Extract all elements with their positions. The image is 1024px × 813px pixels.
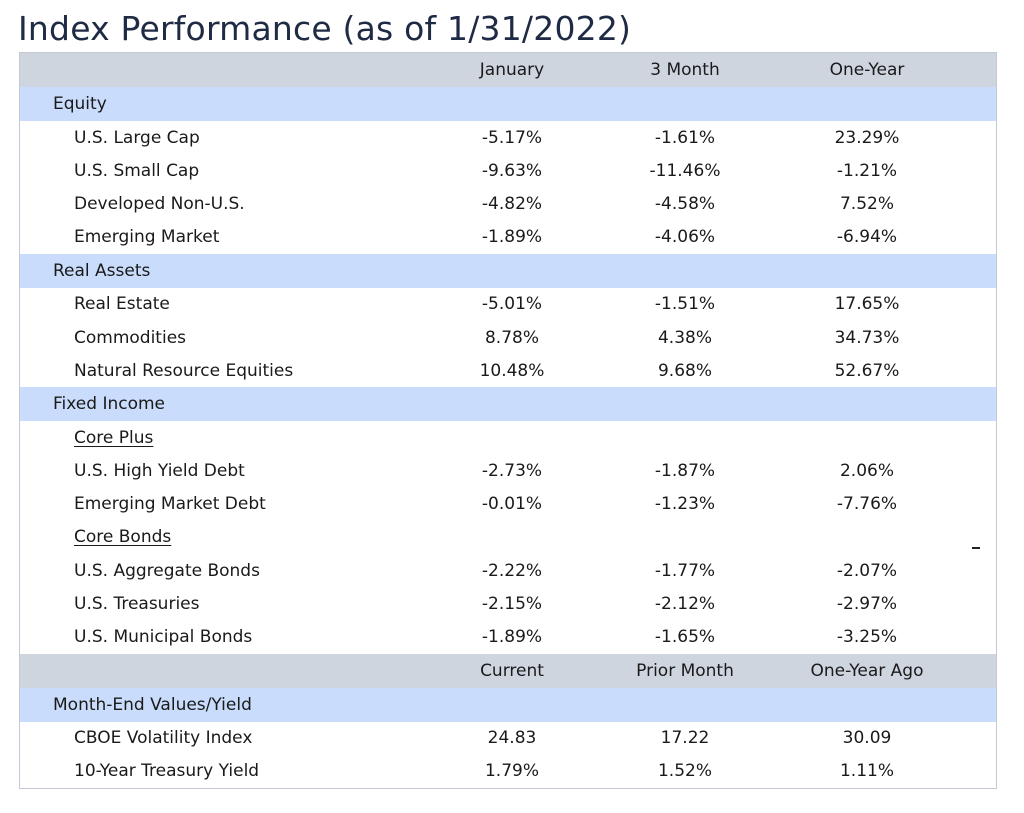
value-3-month: -2.12% [654, 593, 716, 614]
subsection-label: Core Plus [74, 427, 154, 448]
table-row: Developed Non-U.S. -4.82% -4.58% 7.52% [20, 187, 996, 221]
value-3-month: 4.38% [657, 327, 712, 348]
table-row: 10-Year Treasury Yield 1.79% 1.52% 1.11% [20, 754, 996, 788]
value-one-year: -6.94% [836, 227, 898, 248]
row-label: Real Estate [74, 294, 170, 315]
value-3-month: -4.58% [654, 193, 716, 214]
table-row: U.S. Municipal Bonds -1.89% -1.65% -3.25… [20, 620, 996, 654]
section-label: Equity [53, 94, 107, 114]
value-one-year-ago: 1.11% [839, 761, 894, 782]
table-row: Real Estate -5.01% -1.51% 17.65% [20, 287, 996, 321]
row-label: CBOE Volatility Index [74, 728, 253, 749]
value-current: 24.83 [487, 728, 537, 749]
value-one-year: 7.52% [839, 193, 894, 214]
value-one-year: -1.21% [836, 160, 898, 181]
value-current: 1.79% [484, 761, 539, 782]
value-january: -9.63% [481, 160, 543, 181]
value-one-year: 34.73% [834, 327, 900, 348]
row-label: U.S. Municipal Bonds [74, 627, 253, 648]
table-row: Emerging Market -1.89% -4.06% -6.94% [20, 220, 996, 254]
value-3-month: -11.46% [649, 160, 721, 181]
section-label: Fixed Income [53, 394, 166, 415]
column-header-row-values: Current Prior Month One-Year Ago [20, 653, 996, 688]
row-label: U.S. Treasuries [74, 593, 200, 614]
value-3-month: -1.87% [654, 461, 716, 482]
value-one-year-ago: 30.09 [842, 728, 892, 749]
section-fixed-income: Fixed Income [20, 387, 996, 422]
column-header-3-month: 3 Month [650, 60, 720, 80]
row-label: Commodities [74, 327, 187, 348]
value-3-month: 9.68% [657, 360, 712, 381]
table-row: U.S. Treasuries -2.15% -2.12% -2.97% [20, 587, 996, 621]
stray-dash-mark [972, 547, 980, 549]
value-one-year: -2.07% [836, 560, 898, 581]
table-row: Commodities 8.78% 4.38% 34.73% [20, 320, 996, 355]
performance-table: January 3 Month One-Year Equity U.S. Lar… [19, 52, 997, 789]
table-row: U.S. High Yield Debt -2.73% -1.87% 2.06% [20, 454, 996, 488]
value-january: 10.48% [479, 360, 545, 381]
section-equity: Equity [20, 87, 996, 121]
page-title: Index Performance (as of 1/31/2022) [18, 9, 632, 48]
value-january: 8.78% [484, 327, 539, 348]
value-3-month: -1.51% [654, 294, 716, 315]
value-one-year: -3.25% [836, 627, 898, 648]
subsection-core-plus: Core Plus [20, 421, 996, 455]
value-january: -2.73% [481, 461, 543, 482]
section-real-assets: Real Assets [20, 253, 996, 288]
row-label: U.S. Small Cap [74, 160, 200, 181]
table-row: Natural Resource Equities 10.48% 9.68% 5… [20, 354, 996, 388]
table-row: U.S. Aggregate Bonds -2.22% -1.77% -2.07… [20, 554, 996, 588]
column-header-prior-month: Prior Month [636, 660, 734, 681]
value-3-month: -1.23% [654, 494, 716, 515]
row-label: Emerging Market [74, 227, 220, 248]
value-january: -5.01% [481, 294, 543, 315]
column-header-current: Current [480, 660, 544, 681]
value-prior-month: 1.52% [657, 761, 712, 782]
table-row: U.S. Small Cap -9.63% -11.46% -1.21% [20, 154, 996, 188]
value-3-month: -1.77% [654, 560, 716, 581]
section-label: Month-End Values/Yield [53, 694, 252, 715]
row-label: 10-Year Treasury Yield [74, 761, 260, 782]
value-january: -1.89% [481, 627, 543, 648]
row-label: U.S. Large Cap [74, 127, 200, 148]
value-january: -1.89% [481, 227, 543, 248]
value-one-year: 52.67% [834, 360, 900, 381]
value-one-year: 23.29% [834, 127, 900, 148]
row-label: Developed Non-U.S. [74, 193, 245, 214]
column-header-one-year-ago: One-Year Ago [810, 660, 924, 681]
column-header-one-year: One-Year [829, 60, 905, 80]
column-header-january: January [479, 60, 545, 80]
value-january: -4.82% [481, 193, 543, 214]
row-label: U.S. Aggregate Bonds [74, 560, 260, 581]
value-3-month: -1.65% [654, 627, 716, 648]
row-label: Emerging Market Debt [74, 494, 266, 515]
subsection-core-bonds: Core Bonds [20, 520, 996, 555]
table-row: CBOE Volatility Index 24.83 17.22 30.09 [20, 721, 996, 755]
value-january: -2.22% [481, 560, 543, 581]
value-prior-month: 17.22 [660, 728, 710, 749]
row-label: U.S. High Yield Debt [74, 461, 245, 482]
column-header-row: January 3 Month One-Year [20, 53, 996, 87]
value-one-year: 2.06% [839, 461, 894, 482]
value-january: -0.01% [481, 494, 543, 515]
value-one-year: 17.65% [834, 294, 900, 315]
value-one-year: -7.76% [836, 494, 898, 515]
value-january: -5.17% [481, 127, 543, 148]
value-one-year: -2.97% [836, 593, 898, 614]
table-row: U.S. Large Cap -5.17% -1.61% 23.29% [20, 121, 996, 155]
section-label: Real Assets [53, 260, 151, 281]
subsection-label: Core Bonds [74, 527, 172, 548]
table-row: Emerging Market Debt -0.01% -1.23% -7.76… [20, 487, 996, 521]
row-label: Natural Resource Equities [74, 360, 294, 381]
section-month-end-values: Month-End Values/Yield [20, 687, 996, 722]
value-3-month: -4.06% [654, 227, 716, 248]
value-january: -2.15% [481, 593, 543, 614]
value-3-month: -1.61% [654, 127, 716, 148]
